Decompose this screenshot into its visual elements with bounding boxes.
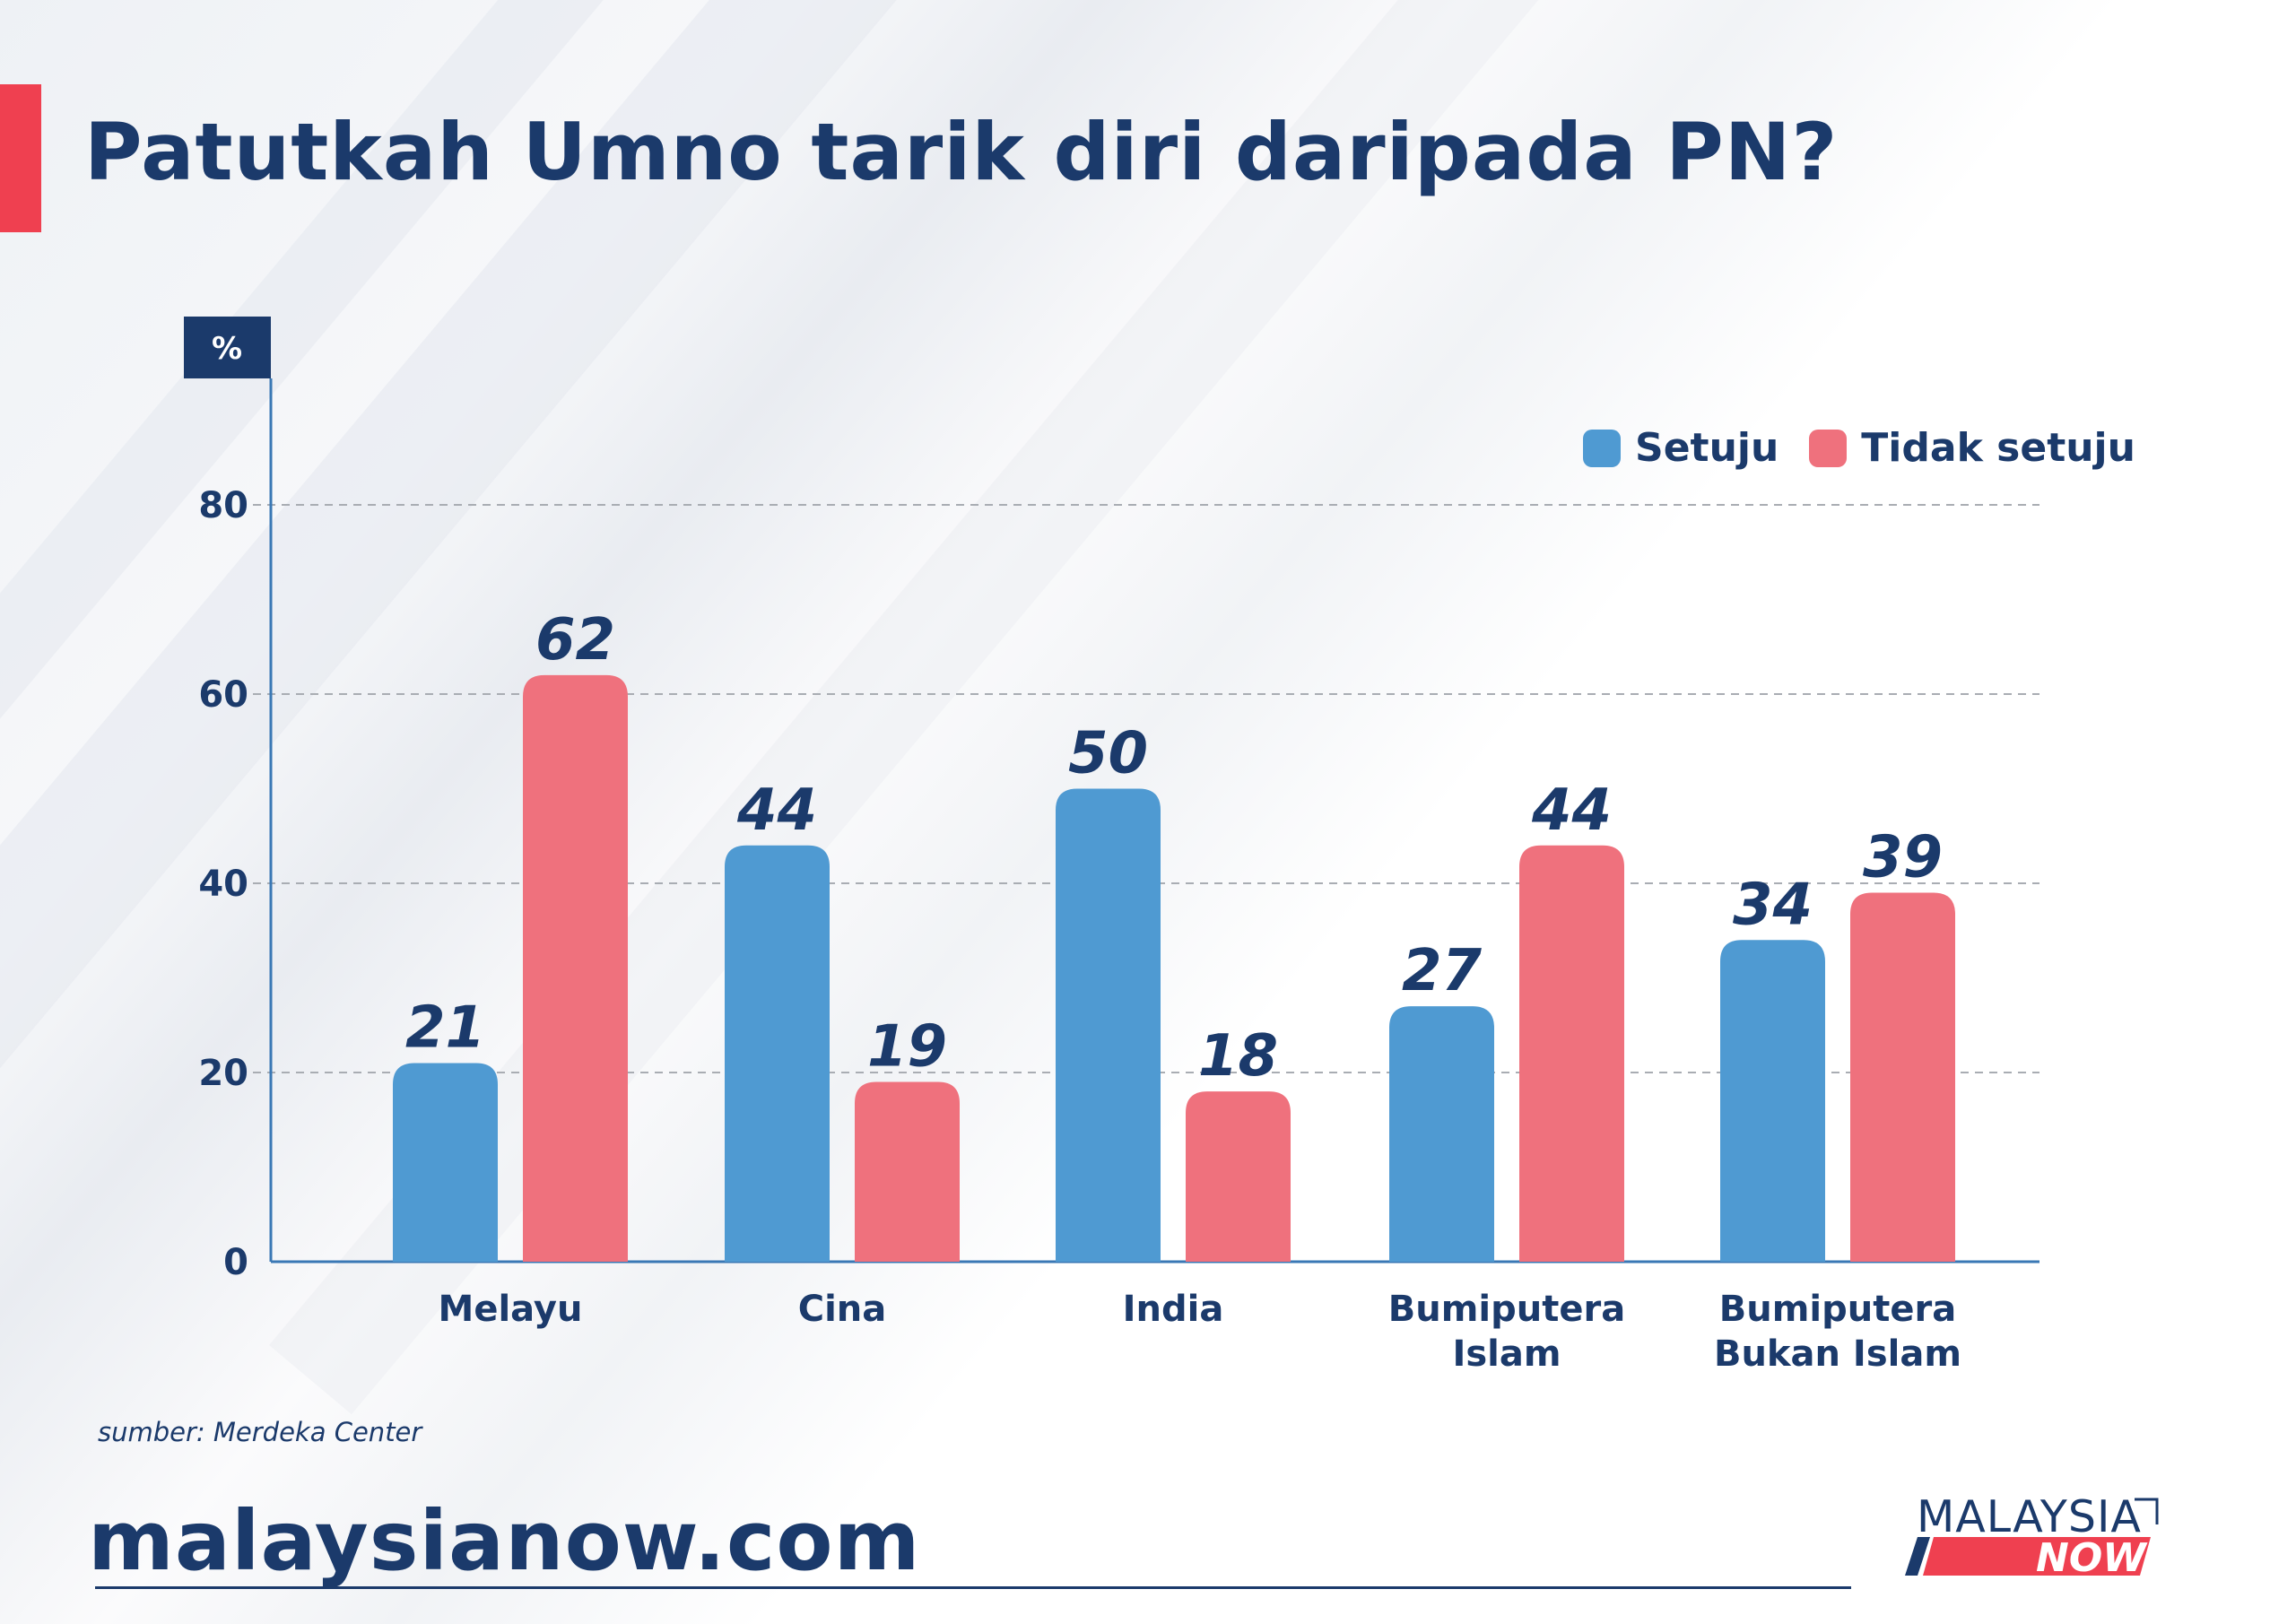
data-label: 34 <box>1733 872 1813 938</box>
legend-swatch-tidak-setuju <box>1809 429 1848 467</box>
bar-tidak-setuju <box>1186 1091 1291 1262</box>
logo-corner-icon <box>2135 1498 2159 1524</box>
bar-setuju <box>1720 940 1825 1262</box>
source-note: sumber: Merdeka Center <box>98 1417 422 1447</box>
logo-red-band <box>1923 1537 2151 1576</box>
data-label: 44 <box>736 777 817 844</box>
data-label: 39 <box>1863 825 1943 891</box>
y-tick-label: 40 <box>198 864 248 905</box>
legend-swatch-setuju <box>1583 429 1621 467</box>
data-label: 27 <box>1402 938 1483 1004</box>
data-label: 44 <box>1531 777 1612 844</box>
legend-item-tidak-setuju: Tidak setuju <box>1809 425 2135 471</box>
bar-tidak-setuju <box>1519 845 1624 1262</box>
x-tick-label: Islam <box>1452 1333 1561 1375</box>
x-tick-label: India <box>1123 1289 1224 1330</box>
x-tick-label: Cina <box>798 1289 887 1330</box>
bar-setuju <box>1056 788 1161 1262</box>
data-label: 50 <box>1068 721 1148 787</box>
y-tick-label: 0 <box>223 1242 248 1283</box>
site-url[interactable]: malaysianow.com <box>88 1493 921 1589</box>
y-unit-box <box>184 317 271 378</box>
legend-item-setuju: Setuju <box>1583 425 1779 471</box>
data-label: 62 <box>535 607 615 673</box>
data-label: 19 <box>867 1014 947 1081</box>
bar-tidak-setuju <box>1850 892 1955 1262</box>
y-tick-label: 20 <box>198 1053 248 1094</box>
y-axis-label: % <box>212 331 242 367</box>
data-label: 18 <box>1198 1023 1278 1090</box>
logo-text-malaysia: MALAYSIA <box>1917 1491 2142 1542</box>
bar-tidak-setuju <box>855 1081 960 1262</box>
legend-label: Setuju <box>1635 425 1779 471</box>
x-tick-label: Melayu <box>439 1289 583 1330</box>
y-tick-label: 60 <box>198 674 248 716</box>
bar-setuju <box>393 1063 498 1262</box>
bar-tidak-setuju <box>523 674 628 1262</box>
logo-navy-slash <box>1905 1537 1930 1576</box>
data-label: 21 <box>405 994 485 1061</box>
bar-setuju <box>725 845 830 1262</box>
title-accent-bar <box>0 84 41 232</box>
legend-label: Tidak setuju <box>1861 425 2135 471</box>
page-title: Patutkah Umno tarik diri daripada PN? <box>84 106 1839 198</box>
y-tick-label: 80 <box>198 485 248 526</box>
footer-rule <box>95 1586 1851 1589</box>
x-tick-label: Bumiputera <box>1388 1289 1625 1330</box>
x-tick-label: Bumiputera <box>1719 1289 1956 1330</box>
logo-text-now: NOW <box>2036 1535 2148 1581</box>
bar-setuju <box>1389 1006 1494 1262</box>
x-tick-label: Bukan Islam <box>1714 1333 1961 1375</box>
malaysianow-logo: MALAYSIA NOW <box>1905 1491 2159 1581</box>
legend: Setuju Tidak setuju <box>1583 425 2166 471</box>
